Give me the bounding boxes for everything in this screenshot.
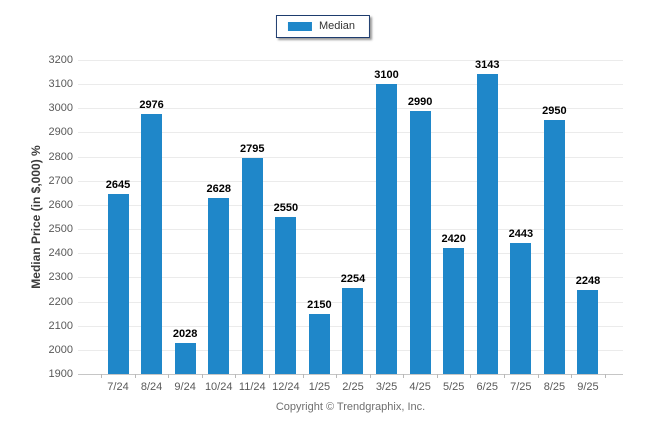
bar-7/24 (107, 194, 129, 374)
y-axis-tick-label: 3000 (48, 102, 73, 115)
x-axis-tick-label: 8/24 (140, 381, 163, 393)
x-axis-tick-label: 9/24 (174, 381, 196, 393)
bar-7/25 (510, 242, 532, 374)
bar-9/24 (174, 343, 196, 374)
x-axis-tick-label: 11/24 (238, 381, 266, 393)
copyright-text: Copyright © Trendgraphix, Inc. (275, 401, 426, 413)
gridline (78, 204, 623, 206)
y-axis-tick-label: 2100 (48, 319, 73, 332)
x-axis-tick (336, 374, 338, 378)
bar-9/25 (577, 289, 599, 374)
x-axis-tick-label: 9/25 (577, 381, 599, 393)
x-axis-tick (369, 374, 371, 378)
bar-value-label: 3100 (374, 69, 399, 82)
x-axis-tick (436, 374, 438, 378)
bar-value-label: 2443 (508, 227, 534, 240)
bar-value-label: 2950 (542, 105, 567, 118)
y-axis-tick-label: 2500 (48, 223, 73, 236)
y-axis-tick-label: 3200 (48, 54, 73, 66)
x-axis-tick (403, 374, 405, 378)
x-axis-tick-label: 10/24 (204, 381, 233, 393)
bar-5/25 (443, 248, 465, 374)
gridline (78, 180, 623, 182)
x-axis-tick-label: 1/25 (308, 381, 331, 393)
gridline (78, 156, 623, 158)
chart-legend: Median (275, 15, 371, 38)
bar-value-label: 2254 (340, 273, 366, 286)
bar-3/25 (376, 84, 398, 374)
bar-4/25 (409, 110, 431, 374)
gridline (78, 277, 623, 279)
bar-value-label: 2420 (441, 233, 466, 246)
x-axis-tick-label: 7/25 (510, 381, 532, 393)
x-axis-tick (537, 374, 539, 378)
gridline (78, 108, 623, 110)
bar-value-label: 2628 (206, 183, 231, 196)
plot-area: 2645 7/24 2976 8/24 2028 9/24 2628 10/24 2795 11/… (78, 58, 623, 393)
y-axis-tick-label: 2800 (48, 150, 73, 163)
bar-8/25 (543, 120, 565, 374)
gridline (78, 229, 623, 231)
y-axis-tick-label: 2200 (48, 295, 73, 308)
y-axis-tick-label: 2700 (48, 174, 73, 187)
x-axis-line (78, 374, 623, 375)
gridline (78, 253, 623, 255)
x-axis-tick-label: 6/25 (476, 381, 498, 393)
x-axis-tick (504, 374, 506, 378)
y-axis-tick-label: 2400 (48, 247, 73, 260)
x-axis-tick (101, 374, 103, 378)
bar-value-label: 2990 (407, 95, 433, 108)
x-axis-tick (201, 374, 203, 378)
x-axis-tick-label: 2/25 (342, 381, 364, 393)
bar-8/24 (141, 114, 163, 374)
x-axis-tick (235, 374, 237, 378)
bar-value-label: 3143 (475, 58, 500, 71)
gridline (78, 60, 623, 61)
x-axis-tick-label: 7/24 (107, 381, 129, 393)
y-axis-tick-label: 3100 (48, 78, 73, 91)
x-axis-tick (302, 374, 304, 378)
legend-swatch-median (287, 22, 312, 31)
bar-value-label: 2248 (575, 274, 601, 287)
x-axis-tick-label: 8/25 (543, 381, 566, 393)
bar-value-label: 2150 (307, 298, 332, 311)
bar-11/24 (241, 157, 263, 374)
x-axis-tick (604, 374, 606, 378)
bar-value-label: 2645 (105, 179, 131, 192)
legend-label-median: Median (318, 20, 356, 32)
x-axis-tick-label: 12/24 (272, 381, 300, 393)
y-axis-tick-label: 2900 (48, 126, 73, 139)
bar-value-label: 2550 (273, 202, 299, 214)
gridline (78, 84, 623, 86)
bar-10/24 (208, 198, 230, 374)
y-axis-tick-label: 2000 (48, 343, 73, 356)
x-axis-tick (134, 374, 136, 378)
y-axis-tick-label: 2600 (48, 198, 73, 211)
bar-12/24 (275, 217, 297, 374)
gridline (78, 132, 623, 134)
bar-value-label: 2795 (240, 142, 265, 155)
bar-value-label: 2028 (172, 328, 198, 341)
x-axis-tick (470, 374, 472, 378)
x-axis-tick (571, 374, 573, 378)
bar-6/25 (476, 73, 498, 374)
x-axis-tick (269, 374, 271, 378)
y-axis-tick-label: 2300 (48, 271, 73, 284)
x-axis-tick-label: 4/25 (409, 381, 431, 393)
bar-2/25 (342, 288, 364, 374)
x-axis-tick-label: 3/25 (375, 381, 398, 393)
y-axis-tick-label: 1900 (48, 368, 73, 380)
x-axis-tick-label: 5/25 (442, 381, 465, 393)
bar-value-label: 2976 (139, 99, 164, 112)
x-axis-tick (168, 374, 170, 378)
bar-1/25 (308, 313, 330, 374)
y-axis-title: Median Price (in $,000) % (29, 145, 43, 289)
